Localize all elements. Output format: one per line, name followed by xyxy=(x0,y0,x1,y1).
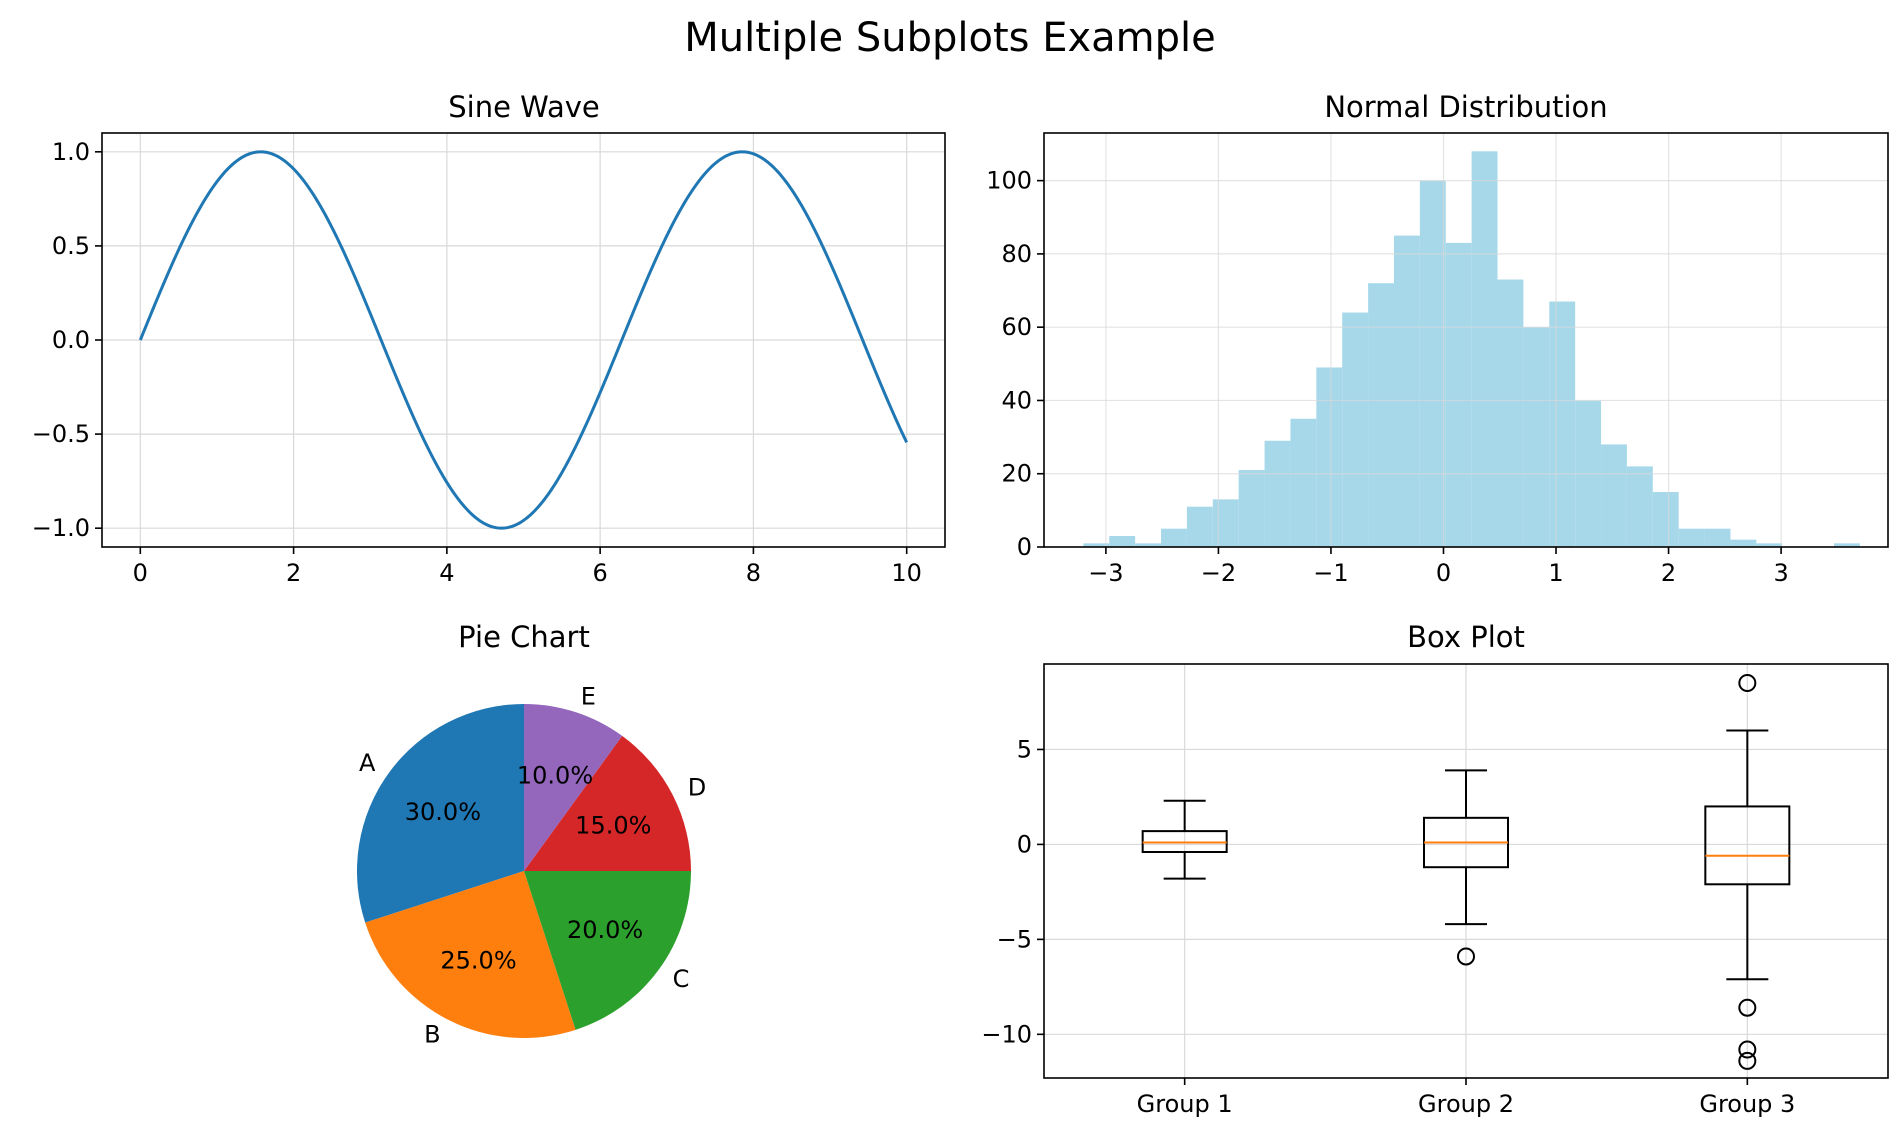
histogram-bar xyxy=(1290,418,1317,547)
y-tick-label: −5 xyxy=(997,925,1032,953)
histogram-bar xyxy=(1238,470,1265,547)
histogram-bar xyxy=(1368,283,1394,547)
x-tick-label: 0 xyxy=(133,559,148,587)
histogram-bar xyxy=(1704,528,1731,547)
histogram-bar xyxy=(1471,151,1498,547)
histogram-bar xyxy=(1393,235,1420,547)
pie-pct-e: 10.0% xyxy=(517,762,593,790)
y-tick-label: 80 xyxy=(1001,240,1032,268)
x-tick-label: −2 xyxy=(1201,559,1236,587)
y-tick-label: 5 xyxy=(1017,735,1032,763)
x-tick-label: Group 2 xyxy=(1418,1090,1514,1118)
box-plot-title: Box Plot xyxy=(1407,620,1525,654)
histogram-bar xyxy=(1109,536,1136,547)
y-tick-label: 40 xyxy=(1001,386,1032,414)
box-outlier xyxy=(1738,998,1757,1017)
figure-title: Multiple Subplots Example xyxy=(684,15,1215,61)
histogram-bar xyxy=(1316,367,1343,547)
histogram-bar xyxy=(1730,539,1757,547)
box-outlier xyxy=(1738,1040,1757,1059)
box-outlier xyxy=(1457,947,1475,966)
histogram-bar xyxy=(1445,242,1472,547)
pie-label-d: D xyxy=(688,774,706,802)
pie-pct-d: 15.0% xyxy=(575,812,651,840)
x-tick-label: 0 xyxy=(1436,559,1451,587)
histogram-bar xyxy=(1497,279,1524,547)
sine-wave-title: Sine Wave xyxy=(448,90,600,124)
y-tick-label: 0 xyxy=(1017,533,1032,561)
box-iqr xyxy=(1704,805,1791,886)
pie-slice-a xyxy=(356,704,524,923)
x-tick-label: Group 1 xyxy=(1137,1090,1233,1118)
y-tick-label: 0.5 xyxy=(52,232,90,260)
histogram-bar xyxy=(1264,440,1291,547)
y-tick-label: 0.0 xyxy=(52,326,90,354)
y-tick-label: 60 xyxy=(1001,313,1032,341)
y-tick-label: −0.5 xyxy=(32,420,90,448)
box-plot-subplot: Box Plot Group 1 Group 2 Group 3 5 0 −5 −10 xyxy=(981,620,1889,1118)
x-tick-label: 1 xyxy=(1548,559,1563,587)
x-tick-label: −1 xyxy=(1313,559,1348,587)
y-tick-label: 100 xyxy=(986,167,1032,195)
pie-label-e: E xyxy=(581,682,596,710)
pie-slice-d xyxy=(524,735,691,871)
pie-slice-e xyxy=(524,704,623,871)
y-tick-label: 20 xyxy=(1001,460,1032,488)
histogram-bar xyxy=(1419,180,1446,548)
x-tick-label: 4 xyxy=(439,559,454,587)
histogram-bar xyxy=(1186,506,1213,547)
pie-label-a: A xyxy=(359,749,376,777)
histogram-bar xyxy=(1523,327,1550,547)
y-tick-label: −1.0 xyxy=(32,514,90,542)
box-outlier xyxy=(1738,673,1757,692)
sine-line xyxy=(138,150,909,530)
y-tick-label: −10 xyxy=(981,1020,1032,1048)
x-tick-label: Group 3 xyxy=(1699,1090,1795,1118)
histogram-bar xyxy=(1678,528,1705,547)
x-tick-label: 6 xyxy=(592,559,607,587)
x-tick-label: 2 xyxy=(1661,559,1676,587)
x-tick-label: 2 xyxy=(286,559,301,587)
histogram-axes-frame xyxy=(1043,132,1889,548)
histogram-bar xyxy=(1601,444,1627,547)
histogram-title: Normal Distribution xyxy=(1324,90,1607,124)
x-tick-label: 10 xyxy=(891,559,922,587)
pie-label-c: C xyxy=(673,965,690,993)
histogram-bar xyxy=(1342,312,1369,547)
histogram-bar xyxy=(1833,543,1860,547)
x-tick-label: 8 xyxy=(746,559,761,587)
x-tick-label: −3 xyxy=(1088,559,1123,587)
pie-label-b: B xyxy=(424,1021,440,1049)
histogram-subplot: Normal Distribution −3 −2 −1 0 1 2 3 0 20 40 60 80 1… xyxy=(986,90,1889,587)
pie-slice-c xyxy=(524,871,691,1030)
pie-subplot: Pie Chart A 30.0% B 25.0% C 20.0% D 15.0% E 10.0% xyxy=(356,620,706,1049)
histogram-bar xyxy=(1212,499,1239,547)
pie-title: Pie Chart xyxy=(458,620,590,654)
histogram-bar xyxy=(1652,492,1679,547)
histogram-bar xyxy=(1549,301,1576,547)
histogram-bar xyxy=(1083,543,1110,547)
pie-slice-b xyxy=(365,871,576,1039)
pie-pct-a: 30.0% xyxy=(405,798,481,826)
y-tick-label: 1.0 xyxy=(52,138,90,166)
box-outlier xyxy=(1738,1051,1757,1070)
pie-pct-c: 20.0% xyxy=(567,916,643,944)
histogram-bar xyxy=(1135,543,1162,547)
y-tick-label: 0 xyxy=(1017,830,1032,858)
x-tick-label: 3 xyxy=(1773,559,1788,587)
histogram-bar xyxy=(1626,466,1653,547)
pie-pct-b: 25.0% xyxy=(440,946,516,974)
sine-wave-subplot: Sine Wave 0 2 4 6 8 10 1.0 0.5 0.0 −0.5 −1.0 xyxy=(32,90,946,587)
histogram-bar xyxy=(1161,528,1187,547)
histogram-bar xyxy=(1756,543,1783,547)
